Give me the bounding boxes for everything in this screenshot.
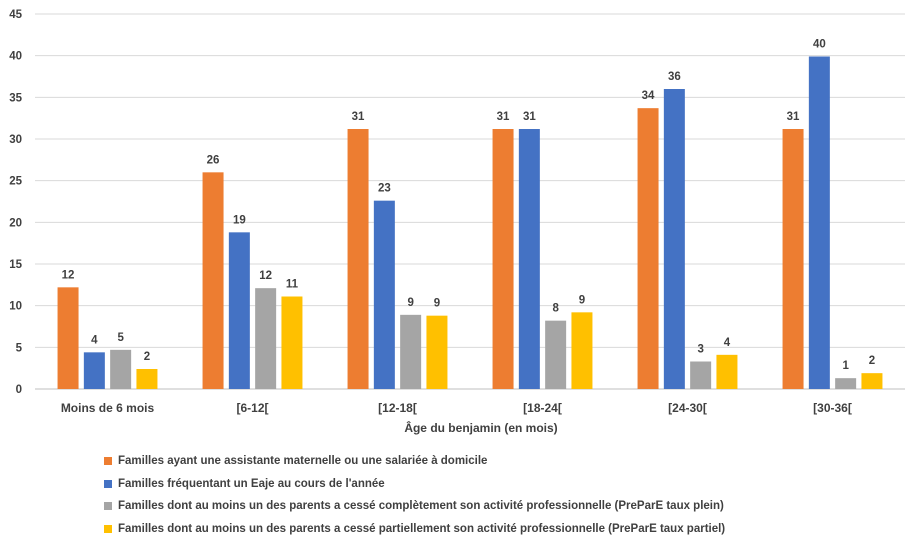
data-label: 31: [497, 111, 510, 123]
data-label: 9: [579, 294, 585, 306]
x-tick-label: [12-18[: [378, 401, 417, 415]
x-tick-label: [6-12[: [236, 401, 268, 415]
legend-label: Familles ayant une assistante maternelle…: [118, 455, 487, 467]
y-tick-label: 45: [9, 9, 22, 21]
bar: [835, 378, 856, 389]
data-label: 2: [144, 351, 150, 363]
x-tick-label: [18-24[: [523, 401, 562, 415]
legend-label: Familles dont au moins un des parents a …: [118, 500, 724, 512]
bar: [664, 89, 685, 389]
legend-swatch: [104, 502, 112, 510]
bar: [545, 321, 566, 389]
data-label: 26: [207, 154, 220, 166]
data-label: 5: [117, 332, 124, 344]
data-label: 12: [62, 269, 75, 281]
bar: [255, 288, 276, 389]
bar: [348, 129, 369, 389]
y-tick-label: 35: [9, 92, 22, 104]
bar: [229, 232, 250, 389]
legend-item: Familles dont au moins un des parents a …: [104, 495, 725, 518]
data-label: 11: [286, 279, 299, 291]
y-tick-label: 10: [9, 301, 22, 313]
data-label: 31: [787, 111, 800, 123]
data-label: 12: [259, 270, 272, 282]
data-label: 31: [523, 111, 536, 123]
bar: [426, 316, 447, 389]
bar: [58, 287, 79, 389]
data-label: 36: [668, 71, 681, 83]
y-tick-label: 40: [9, 51, 22, 63]
bar: [638, 108, 659, 389]
legend-label: Familles fréquentant un Eaje au cours de…: [118, 478, 385, 490]
bar: [809, 57, 830, 390]
x-axis-ticks: Moins de 6 mois [6-12[ [12-18[ [18-24[ [24-3…: [61, 401, 852, 415]
data-label: 3: [697, 344, 703, 356]
bar: [203, 172, 224, 389]
data-label: 9: [407, 297, 413, 309]
y-tick-label: 20: [9, 217, 22, 229]
bar: [571, 312, 592, 389]
data-label: 31: [352, 111, 365, 123]
x-tick-label: [30-36[: [813, 401, 852, 415]
legend-swatch: [104, 457, 112, 465]
data-label: 2: [869, 355, 875, 367]
bar: [84, 352, 105, 389]
bar: [861, 373, 882, 389]
legend-label: Familles dont au moins un des parents a …: [118, 523, 725, 535]
bar: [690, 362, 711, 390]
y-tick-label: 30: [9, 134, 22, 146]
bar: [519, 129, 540, 389]
data-label: 4: [91, 334, 98, 346]
data-label: 4: [724, 337, 731, 349]
data-label: 1: [842, 360, 849, 372]
x-axis-title: Âge du benjamin (en mois): [404, 420, 557, 435]
bar: [783, 129, 804, 389]
y-tick-label: 5: [16, 342, 23, 354]
bar: [136, 369, 157, 389]
legend-item: Familles dont au moins un des parents a …: [104, 518, 725, 540]
data-label: 34: [642, 90, 655, 102]
legend-item: Familles fréquentant un Eaje au cours de…: [104, 473, 725, 496]
legend-swatch: [104, 480, 112, 488]
bar: [110, 350, 131, 389]
bar: [493, 129, 514, 389]
x-tick-label: [24-30[: [668, 401, 707, 415]
y-tick-label: 0: [16, 384, 22, 396]
x-tick-label: Moins de 6 mois: [61, 401, 155, 415]
y-tick-label: 25: [9, 176, 22, 188]
bar: [281, 297, 302, 390]
y-tick-label: 15: [9, 259, 22, 271]
data-label: 9: [434, 298, 440, 310]
y-axis-ticks: 0 5 10 15 20 25 30 35 40 45: [9, 9, 22, 396]
bar: [374, 201, 395, 389]
data-label: 40: [813, 39, 826, 51]
data-label: 8: [552, 303, 559, 315]
data-label: 23: [378, 183, 391, 195]
data-label: 19: [233, 214, 246, 226]
bar: [716, 355, 737, 389]
legend-item: Familles ayant une assistante maternelle…: [104, 450, 725, 473]
bar: [400, 315, 421, 389]
gridlines: [35, 14, 905, 389]
legend-swatch: [104, 525, 112, 533]
legend: Familles ayant une assistante maternelle…: [104, 450, 725, 540]
